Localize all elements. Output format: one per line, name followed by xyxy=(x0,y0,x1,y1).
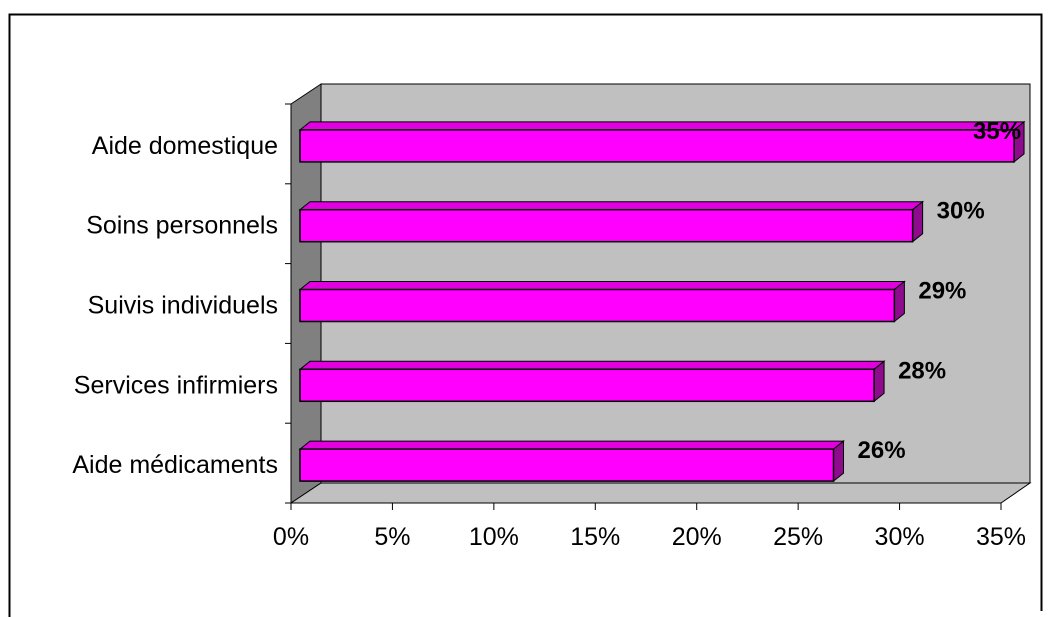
x-tick-label: 20% xyxy=(672,523,722,551)
x-tick-label: 25% xyxy=(773,523,823,551)
bar xyxy=(299,448,835,482)
category-label: Aide médicaments xyxy=(72,451,278,479)
x-tick-label: 5% xyxy=(374,523,410,551)
bar xyxy=(299,129,1015,163)
category-label: Services infirmiers xyxy=(74,371,278,399)
data-label: 30% xyxy=(937,198,985,225)
x-tick-label: 35% xyxy=(976,523,1026,551)
axes xyxy=(285,103,1002,510)
x-tick-label: 10% xyxy=(469,523,519,551)
x-tick-label: 15% xyxy=(570,523,620,551)
bar xyxy=(299,208,914,243)
chart-border xyxy=(8,13,1043,617)
plot-floor xyxy=(289,482,1032,504)
category-label: Aide domestique xyxy=(92,132,278,160)
bar xyxy=(299,368,875,403)
category-label: Suivis individuels xyxy=(88,292,278,320)
data-label: 26% xyxy=(858,437,906,464)
bar xyxy=(299,288,896,323)
labels: 0% 5% 10% 15% 20% 25% 30% 35% Aide domestique 35%… xyxy=(72,118,1026,551)
data-label: 28% xyxy=(898,357,946,384)
data-label: 35% xyxy=(973,118,1021,145)
x-tick-label: 0% xyxy=(273,523,309,551)
x-tick-label: 30% xyxy=(875,523,925,551)
category-label: Soins personnels xyxy=(86,212,278,240)
bar-top xyxy=(298,201,925,211)
data-label: 29% xyxy=(918,278,966,305)
bar-top xyxy=(298,360,886,370)
bar-top xyxy=(298,281,906,290)
bars xyxy=(298,120,1026,483)
bar-top xyxy=(298,440,845,450)
bar-top xyxy=(298,121,1026,131)
